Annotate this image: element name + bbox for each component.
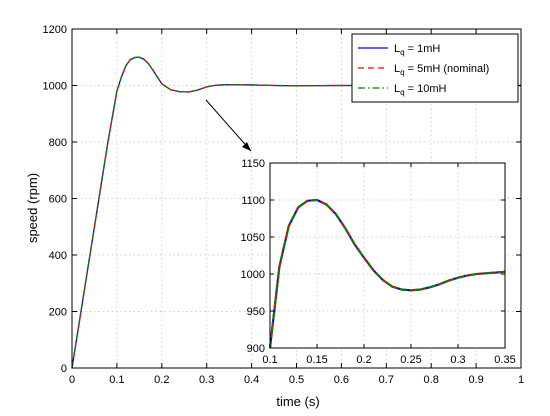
legend: Lq = 1mH Lq = 5mH (nominal) Lq = 10mH <box>351 33 519 103</box>
zoom-arrow-head <box>242 142 251 151</box>
main-xtick-label: 0.3 <box>199 374 214 386</box>
zoom-arrow-line <box>205 99 252 152</box>
inset-ytick-label: 900 <box>247 343 265 355</box>
inset-series-line-3 <box>268 198 506 349</box>
inset-chart: 0.1 0.15 0.2 0.25 0.3 0.35 900 950 1000 1050 1100 1… <box>241 158 516 366</box>
main-xtick-label: 0.8 <box>424 374 439 386</box>
y-axis-label: speed (rpm) <box>25 173 40 243</box>
inset-xtick-label: 0.35 <box>494 354 515 366</box>
main-ytick-label: 800 <box>49 137 67 149</box>
main-xtick-label: 0.6 <box>334 374 349 386</box>
main-ytick-label: 1000 <box>43 80 67 92</box>
inset-xtick-label: 0.15 <box>306 354 327 366</box>
main-ytick-label: 600 <box>49 193 67 205</box>
inset-plot-frame <box>269 162 506 349</box>
inset-xtick-label: 0.3 <box>450 354 465 366</box>
main-series-line-3 <box>71 56 521 369</box>
main-xtick-label: 0.4 <box>244 374 259 386</box>
main-xtick-label: 1 <box>518 374 524 386</box>
inset-ytick-label: 1000 <box>241 269 265 281</box>
inset-series-layer <box>268 198 506 349</box>
main-xtick-label: 0.1 <box>109 374 124 386</box>
inset-xtick-label: 0.25 <box>400 354 421 366</box>
main-xtick-label: 0 <box>69 374 75 386</box>
main-xtick-label: 0.2 <box>154 374 169 386</box>
inset-xtick-label: 0.2 <box>356 354 371 366</box>
inset-ytick-label: 950 <box>247 306 265 318</box>
inset-xtick-label: 0.1 <box>262 354 277 366</box>
main-ytick-label: 400 <box>49 250 67 262</box>
legend-label-3: Lq = 10mH <box>394 83 447 97</box>
inset-ytick-label: 1050 <box>241 232 265 244</box>
inset-ticks: 0.1 0.15 0.2 0.25 0.3 0.35 900 950 1000 1050 1100 1… <box>241 158 516 366</box>
inset-background <box>269 162 506 349</box>
legend-label-2: Lq = 5mH (nominal) <box>394 63 489 77</box>
x-axis-label: time (s) <box>276 394 319 409</box>
main-ytick-label: 1200 <box>43 24 67 36</box>
main-ytick-label: 0 <box>61 363 67 375</box>
main-xtick-label: 0.7 <box>379 374 394 386</box>
main-xtick-label: 0.9 <box>468 374 483 386</box>
inset-ytick-label: 1100 <box>241 195 265 207</box>
inset-grid <box>270 163 505 348</box>
main-series-layer <box>71 56 521 369</box>
main-xtick-label: 0.5 <box>289 374 304 386</box>
legend-label-1: Lq = 1mH <box>394 43 440 57</box>
inset-ytick-label: 1150 <box>241 158 265 170</box>
main-ytick-label: 200 <box>49 306 67 318</box>
main-ticks: 0 0.1 0.2 0.3 0.4 0.5 0.6 0.7 0.8 0.9 1 0 200 400 600 8… <box>43 24 525 386</box>
